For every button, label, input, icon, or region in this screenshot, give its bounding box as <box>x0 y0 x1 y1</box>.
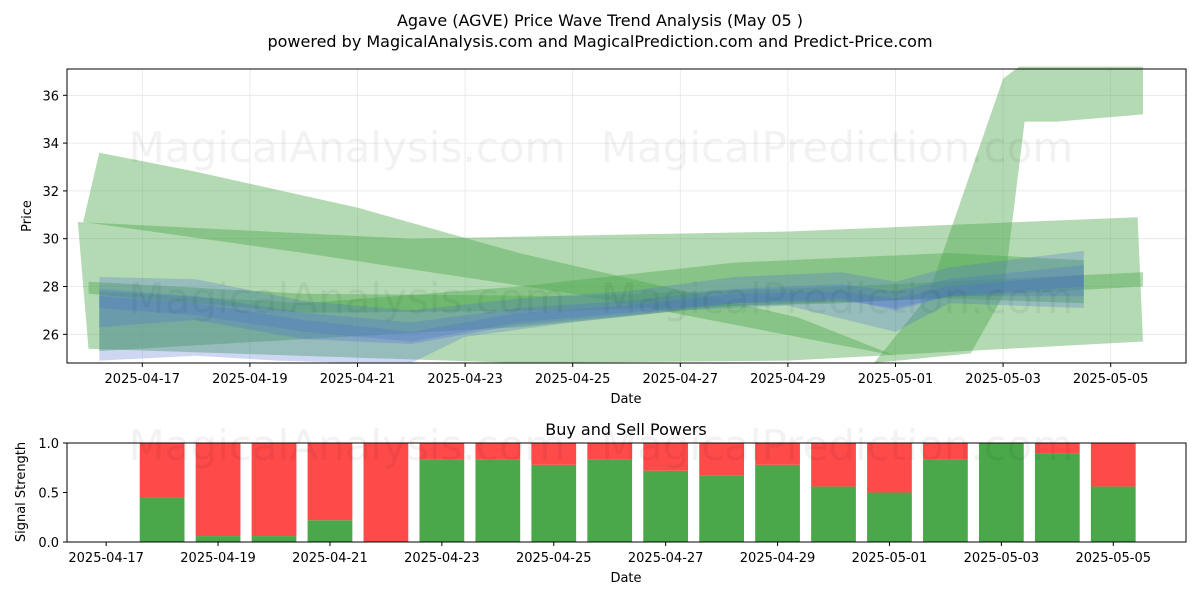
sell-bar <box>419 443 465 460</box>
sell-bar <box>475 443 521 460</box>
price-watermarks: MagicalAnalysis.com MagicalPrediction.co… <box>129 123 1074 323</box>
watermark-analysis-bottom: MagicalAnalysis.com <box>129 421 566 470</box>
powers-x-tick-label: 2025-04-25 <box>516 551 592 566</box>
powers-y-tick-label: 0.0 <box>38 536 59 551</box>
powers-x-axis: 2025-04-17 2025-04-19 2025-04-21 2025-04-23… <box>68 542 1151 566</box>
price-x-tick-label: 2025-04-19 <box>212 372 288 387</box>
buy-bar <box>307 520 353 542</box>
buy-bar <box>867 492 912 542</box>
powers-x-label: Date <box>610 571 641 586</box>
sell-bar <box>811 443 856 487</box>
price-bands <box>77 66 1143 363</box>
price-x-tick-label: 2025-04-17 <box>105 372 181 387</box>
powers-x-tick-label: 2025-04-23 <box>404 551 480 566</box>
sell-bar <box>587 443 633 460</box>
buy-bar <box>587 459 633 542</box>
sell-bar <box>531 443 577 465</box>
price-x-tick-label: 2025-04-25 <box>535 372 611 387</box>
price-axes-frame <box>66 68 1187 364</box>
sell-bar <box>139 443 185 498</box>
buy-bar <box>978 443 1024 542</box>
sell-bar <box>699 443 744 476</box>
powers-x-tick-label: 2025-04-29 <box>740 551 816 566</box>
buy-bar <box>699 475 744 542</box>
price-y-tick-label: 26 <box>42 328 59 343</box>
sell-bar <box>1090 443 1136 487</box>
powers-bars <box>139 443 1136 542</box>
buy-bar <box>755 464 800 542</box>
price-x-tick-label: 2025-05-01 <box>858 372 934 387</box>
price-y-tick-label: 34 <box>42 137 59 152</box>
sell-bar <box>251 443 297 537</box>
green-band-wave-1 <box>77 217 1143 363</box>
blue-band-band-a <box>99 250 1084 363</box>
buy-bar <box>1090 486 1136 542</box>
buy-bar <box>419 459 465 542</box>
green-band-wave-4 <box>99 253 1084 351</box>
buy-bar <box>251 536 297 542</box>
price-x-axis: 2025-04-17 2025-04-19 2025-04-21 2025-04-23… <box>105 363 1149 387</box>
buy-bar <box>531 464 577 542</box>
powers-x-tick-label: 2025-04-17 <box>68 551 144 566</box>
powers-y-label: Signal Strength <box>14 442 29 542</box>
price-x-tick-label: 2025-04-21 <box>320 372 396 387</box>
sell-bar <box>1034 443 1080 454</box>
sell-bar <box>867 443 912 493</box>
powers-y-axis: 0.0 0.5 1.0 <box>38 437 67 551</box>
green-band-wave-3 <box>88 272 1143 313</box>
blue-band-band-b <box>99 265 1084 344</box>
powers-title: Buy and Sell Powers <box>545 420 707 439</box>
price-x-tick-label: 2025-04-27 <box>643 372 719 387</box>
sell-bar <box>923 443 968 460</box>
price-y-tick-label: 30 <box>42 233 59 248</box>
chart-subtitle: powered by MagicalAnalysis.com and Magic… <box>267 32 932 51</box>
price-x-tick-label: 2025-05-05 <box>1073 372 1149 387</box>
price-x-label: Date <box>610 392 641 407</box>
watermark-prediction-mid: MagicalPrediction.com <box>601 274 1074 323</box>
sell-bar <box>307 443 353 521</box>
buy-bar <box>643 470 689 542</box>
price-y-axis: 26 28 30 32 34 36 <box>42 89 67 343</box>
green-band-wave-5 <box>874 66 1143 363</box>
price-y-tick-label: 28 <box>42 281 59 296</box>
powers-watermarks: MagicalAnalysis.com MagicalPrediction.co… <box>129 421 1074 470</box>
sell-bar <box>195 443 241 537</box>
powers-y-tick-label: 1.0 <box>38 437 59 452</box>
buy-bar <box>139 497 185 542</box>
buy-bar <box>1034 453 1080 542</box>
blue-band-band-c <box>99 274 1084 342</box>
powers-x-tick-label: 2025-04-27 <box>628 551 704 566</box>
powers-x-tick-label: 2025-04-21 <box>292 551 368 566</box>
powers-x-tick-label: 2025-05-03 <box>964 551 1040 566</box>
price-x-tick-label: 2025-04-29 <box>750 372 826 387</box>
watermark-analysis-mid: MagicalAnalysis.com <box>129 274 566 323</box>
sell-bar <box>363 443 409 542</box>
price-grid <box>67 69 1186 363</box>
powers-x-tick-label: 2025-04-19 <box>180 551 256 566</box>
chart-title: Agave (AGVE) Price Wave Trend Analysis (… <box>397 11 803 30</box>
price-x-tick-label: 2025-04-23 <box>427 372 503 387</box>
watermark-prediction-bottom: MagicalPrediction.com <box>601 421 1074 470</box>
powers-x-tick-label: 2025-05-05 <box>1075 551 1151 566</box>
buy-bar <box>195 536 241 542</box>
buy-bar <box>811 486 856 542</box>
sell-bar <box>755 443 800 465</box>
watermark-prediction-top: MagicalPrediction.com <box>601 123 1074 172</box>
powers-x-tick-label: 2025-05-01 <box>852 551 928 566</box>
sell-bar <box>643 443 689 471</box>
buy-bar <box>923 459 968 542</box>
price-x-tick-label: 2025-05-03 <box>965 372 1041 387</box>
watermark-analysis-top: MagicalAnalysis.com <box>129 123 566 172</box>
powers-y-tick-label: 0.5 <box>38 487 59 502</box>
buy-bar <box>475 459 521 542</box>
price-y-tick-label: 32 <box>42 185 59 200</box>
price-y-tick-label: 36 <box>42 89 59 104</box>
price-y-label: Price <box>20 200 35 232</box>
green-band-wave-2 <box>83 152 896 356</box>
